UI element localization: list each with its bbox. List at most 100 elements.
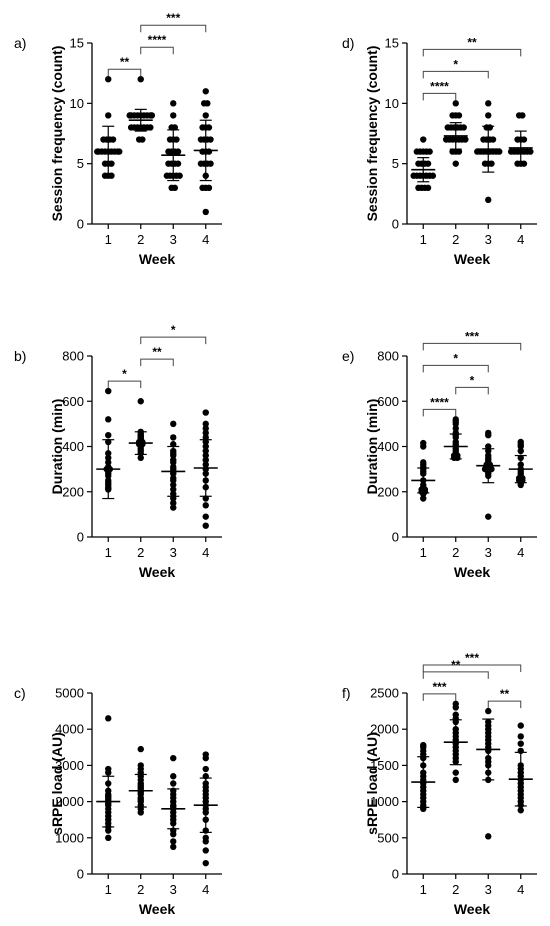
data-point — [105, 715, 112, 722]
data-point — [527, 148, 534, 155]
y-tick-label: 1000 — [55, 830, 84, 845]
data-point — [105, 76, 112, 83]
significance-label: * — [470, 373, 475, 387]
data-point — [171, 124, 179, 131]
data-point — [485, 443, 492, 450]
x-axis-title: Week — [139, 251, 176, 267]
significance-label: * — [453, 351, 458, 365]
significance-bracket — [422, 70, 489, 79]
data-point — [105, 765, 112, 773]
data-point — [202, 495, 209, 502]
significance-label: **** — [148, 33, 167, 47]
y-tick-label: 200 — [62, 484, 84, 499]
x-tick-label: 2 — [452, 545, 459, 560]
y-tick-label: 600 — [377, 394, 399, 409]
data-point — [174, 148, 182, 155]
significance-bracket — [422, 48, 522, 57]
y-tick-label: 0 — [77, 530, 84, 545]
significance-bracket — [422, 408, 457, 417]
data-point — [202, 208, 209, 216]
data-point — [170, 434, 177, 441]
data-point — [105, 112, 112, 119]
data-point — [137, 762, 144, 769]
data-point — [520, 136, 528, 143]
significance-label: * — [171, 323, 176, 337]
x-tick-label: 4 — [202, 882, 209, 897]
significance-label: ** — [467, 35, 477, 49]
significance-bracket — [140, 358, 174, 367]
significance-label: *** — [465, 329, 479, 343]
data-point — [455, 112, 463, 119]
y-tick-label: 600 — [62, 394, 84, 409]
data-point — [105, 416, 112, 423]
data-point — [452, 711, 459, 718]
data-point — [420, 495, 427, 502]
significance-bracket — [422, 664, 522, 672]
significance-bracket — [422, 342, 522, 351]
y-tick-label: 2500 — [370, 686, 399, 701]
y-tick-label: 15 — [70, 36, 84, 51]
y-tick-label: 800 — [62, 349, 84, 364]
y-tick-label: 3000 — [55, 758, 84, 773]
data-point — [485, 112, 492, 119]
x-tick-label: 4 — [202, 545, 209, 560]
x-tick-label: 1 — [105, 545, 112, 560]
y-tick-label: 400 — [62, 439, 84, 454]
data-point — [452, 769, 459, 776]
y-tick-label: 0 — [77, 217, 84, 232]
x-tick-label: 3 — [485, 882, 492, 897]
x-tick-label: 3 — [485, 232, 492, 247]
x-axis-title: Week — [454, 251, 491, 267]
y-axis-title: Duration (min) — [49, 399, 65, 495]
significance-bracket — [107, 380, 142, 389]
significance-label: ** — [500, 687, 510, 701]
panel-label: b) — [14, 348, 26, 364]
y-tick-label: 800 — [377, 349, 399, 364]
data-point — [176, 172, 183, 179]
data-point — [170, 838, 177, 845]
data-point — [137, 454, 144, 462]
data-point — [485, 429, 492, 437]
data-point — [496, 148, 503, 155]
data-point — [517, 733, 524, 740]
panel-label: f) — [342, 685, 351, 701]
data-point — [202, 88, 209, 95]
data-point — [452, 416, 459, 423]
data-point — [207, 160, 214, 167]
data-point — [485, 707, 492, 715]
y-tick-label: 10 — [385, 96, 399, 111]
data-point — [452, 160, 459, 167]
x-tick-label: 3 — [485, 545, 492, 560]
data-point — [202, 112, 209, 119]
data-point — [147, 124, 154, 131]
significance-bracket — [140, 24, 207, 33]
data-point — [174, 160, 182, 167]
significance-bracket — [422, 693, 457, 701]
data-point — [452, 425, 459, 432]
data-point — [202, 522, 209, 529]
data-point — [485, 513, 492, 520]
data-point — [137, 398, 144, 405]
y-tick-label: 1500 — [370, 758, 399, 773]
data-point — [488, 160, 495, 167]
significance-label: **** — [430, 395, 449, 409]
data-point — [517, 740, 524, 747]
significance-bracket — [140, 336, 207, 345]
data-point — [105, 834, 112, 841]
y-tick-label: 5000 — [55, 686, 84, 701]
data-point — [202, 425, 209, 432]
x-tick-label: 3 — [170, 882, 177, 897]
y-axis-title: Session frequency (count) — [364, 46, 380, 222]
significance-bracket — [422, 364, 489, 373]
data-point — [202, 847, 209, 854]
significance-label: * — [453, 57, 458, 71]
significance-label: *** — [465, 651, 479, 665]
data-point — [452, 700, 459, 708]
data-point — [108, 160, 115, 167]
data-point — [202, 834, 209, 841]
data-point — [139, 136, 146, 143]
x-tick-label: 2 — [452, 882, 459, 897]
chart-panel-0: a) 0 5 10 15 1 2 3 4 Week Session frequency (count… — [14, 11, 222, 267]
x-tick-label: 2 — [452, 232, 459, 247]
